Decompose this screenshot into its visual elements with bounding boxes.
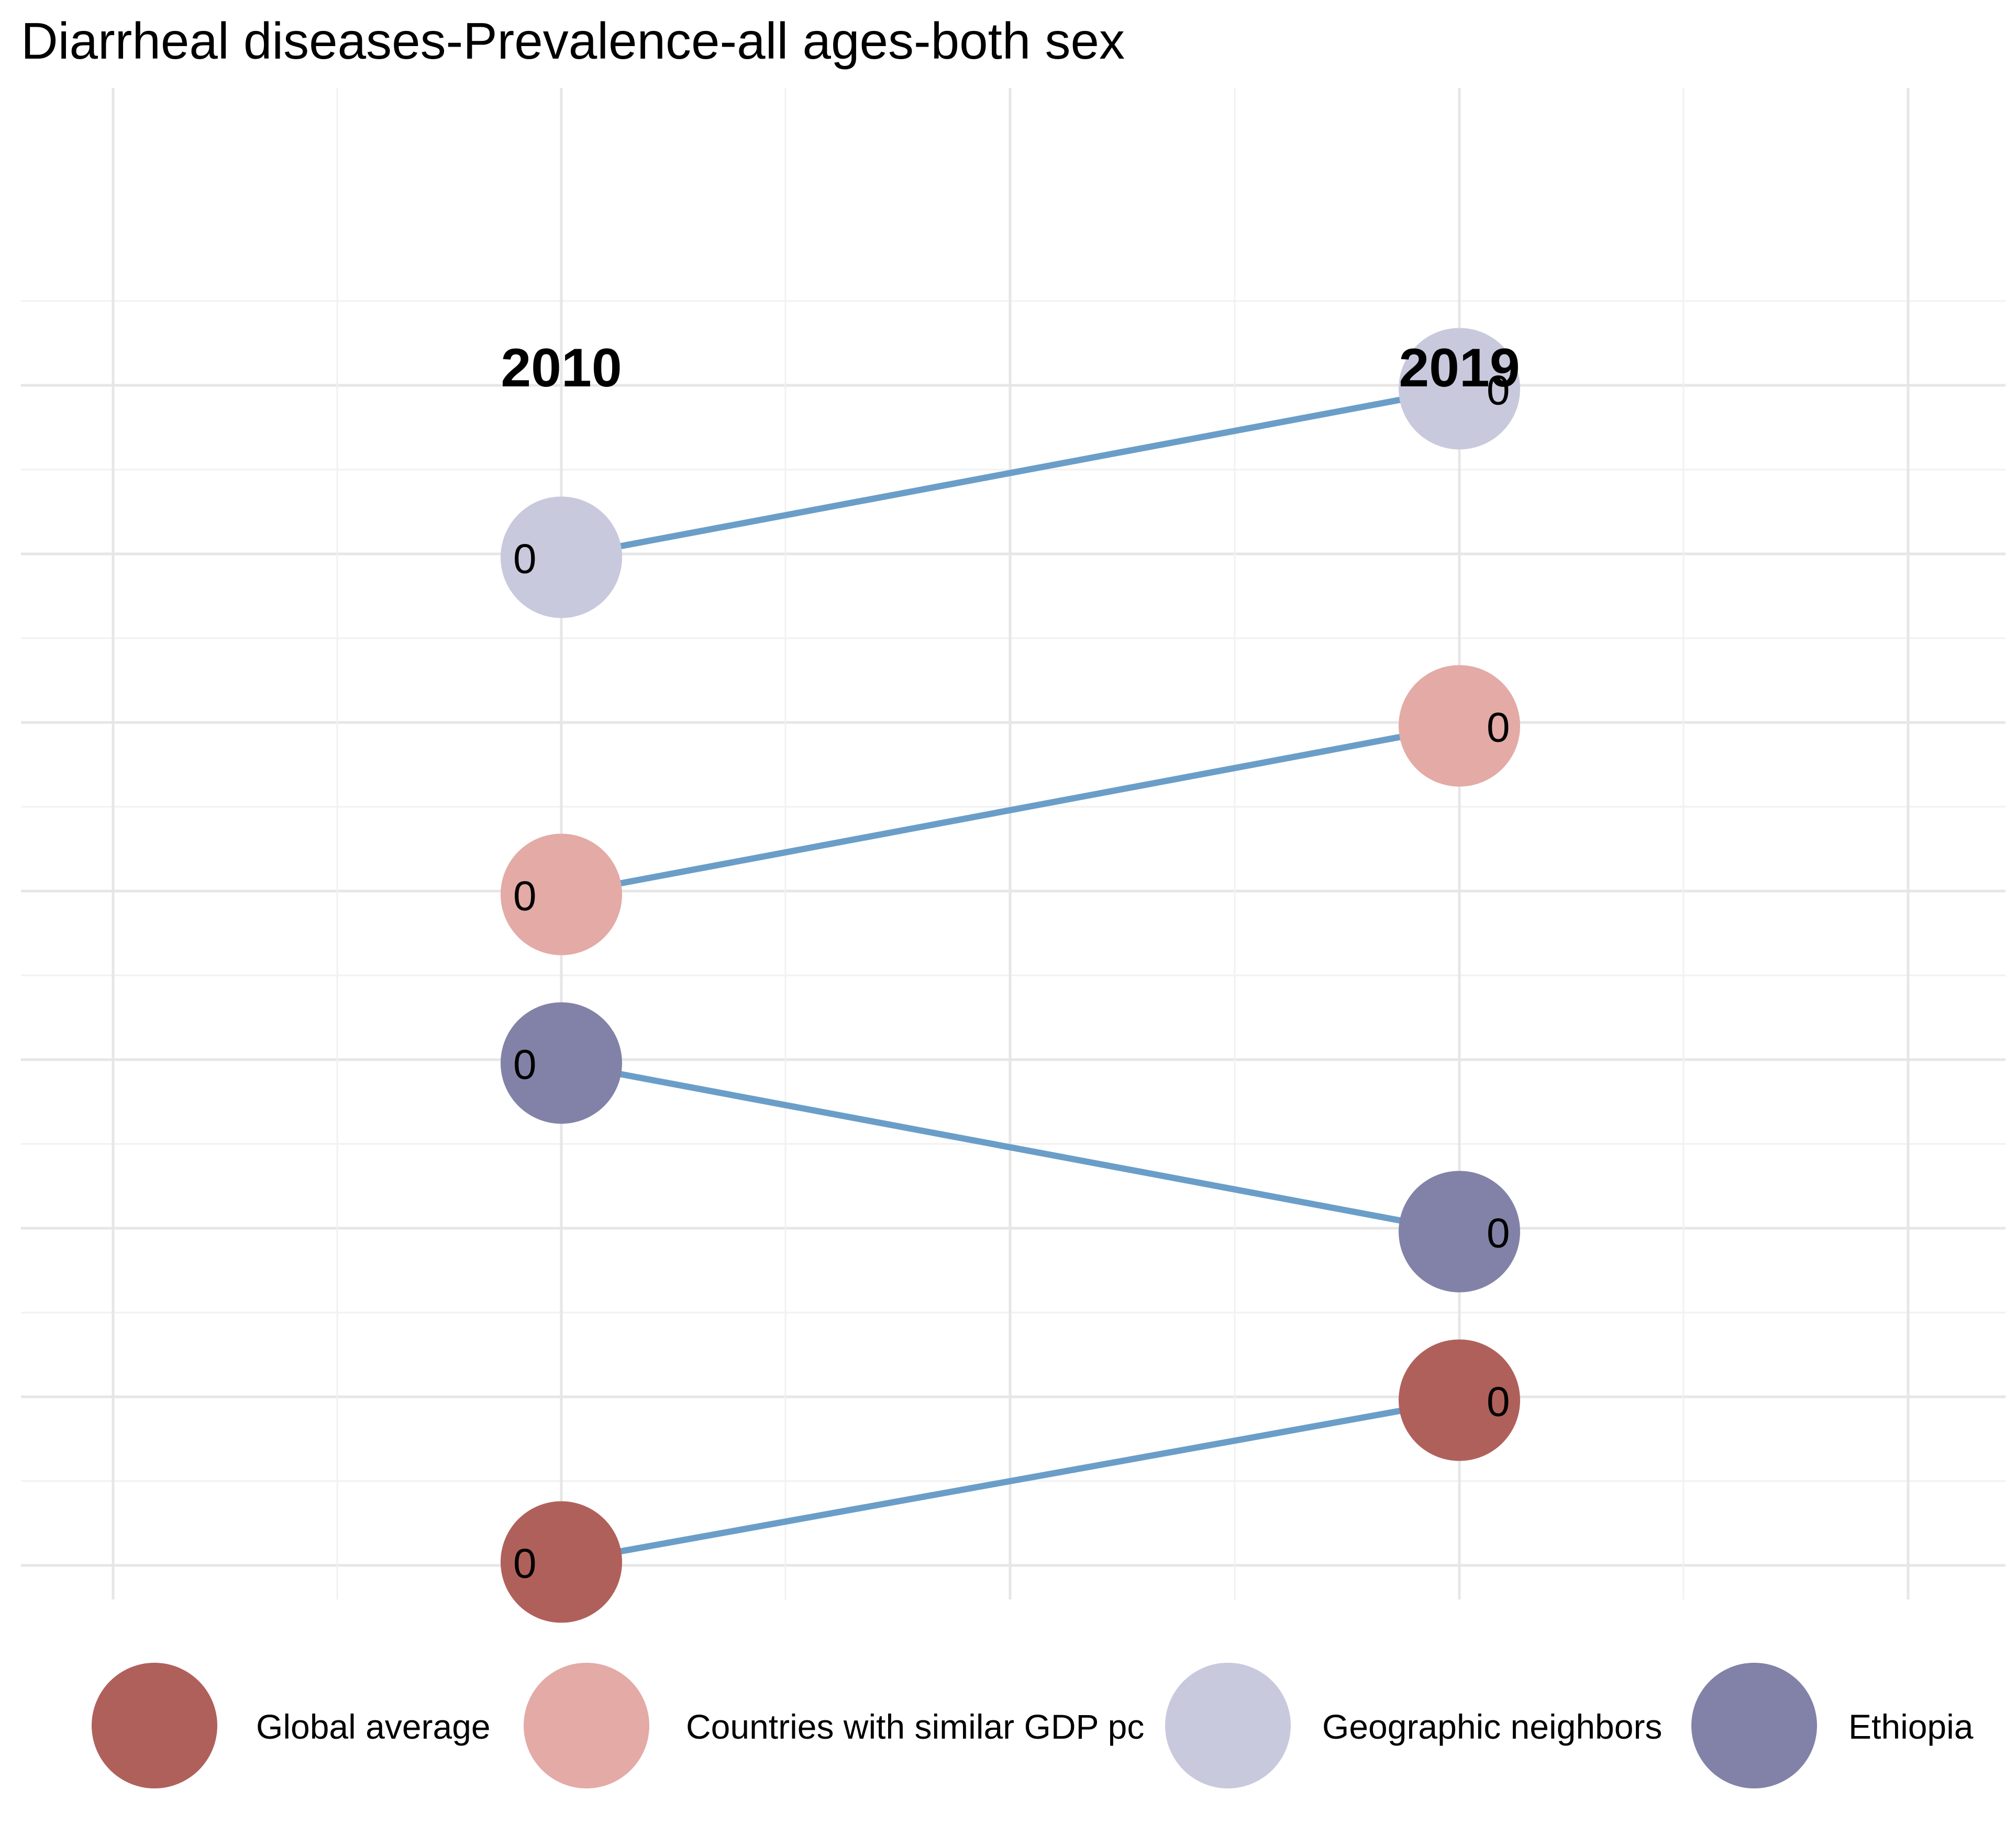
data-label: 0: [1487, 366, 1510, 413]
slope-line: [560, 722, 1460, 898]
data-points: 0 0 0 0 0 0 0 0: [501, 328, 1520, 1623]
legend-label: Geographic neighbors: [1322, 1707, 1662, 1746]
data-label: 0: [513, 872, 537, 919]
slope-line: [560, 1060, 1460, 1235]
data-point: [1399, 328, 1520, 450]
chart-title: Diarrheal diseases-Prevalence-all ages-b…: [21, 12, 1125, 70]
data-point: [1399, 1339, 1520, 1461]
data-label: 0: [513, 1041, 537, 1087]
legend-label: Countries with similar GDP pc: [686, 1707, 1144, 1746]
data-label: 0: [513, 1540, 537, 1587]
data-point: [501, 1002, 622, 1124]
data-point: [501, 833, 622, 955]
data-label: 0: [1487, 1209, 1510, 1256]
legend-key: [1691, 1663, 1817, 1788]
data-point: [1399, 1171, 1520, 1293]
legend-label: Ethiopia: [1848, 1707, 1974, 1746]
slope-line: [560, 1397, 1460, 1565]
legend-key: [524, 1663, 649, 1788]
slope-line: [560, 385, 1460, 561]
period-header: 2019: [1399, 338, 1520, 398]
data-label: 0: [513, 535, 537, 582]
data-point: [501, 1501, 622, 1623]
data-point: [501, 496, 622, 618]
data-label: 0: [1487, 704, 1510, 750]
data-point: [1399, 665, 1520, 787]
period-header: 2010: [501, 338, 622, 398]
legend: Global average Countries with similar GDP…: [92, 1663, 1974, 1788]
legend-label: Global average: [256, 1707, 491, 1746]
data-label: 0: [1487, 1378, 1510, 1425]
period-headers: 2010 2019: [501, 338, 1520, 398]
slope-lines: [560, 385, 1460, 1565]
legend-key: [1165, 1663, 1291, 1788]
legend-key: [92, 1663, 217, 1788]
